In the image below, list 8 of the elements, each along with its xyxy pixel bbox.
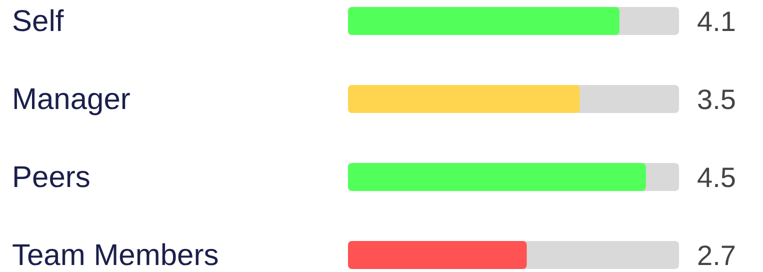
data-label: 3.5 bbox=[697, 84, 736, 115]
data-label: 4.5 bbox=[697, 162, 736, 193]
y-tick-label: Self bbox=[12, 5, 64, 38]
data-label: 2.7 bbox=[697, 240, 736, 271]
y-tick-label: Peers bbox=[12, 161, 90, 194]
y-tick-label: Team Members bbox=[12, 239, 219, 272]
data-label: 4.1 bbox=[697, 6, 736, 37]
y-tick-label: Manager bbox=[12, 83, 130, 116]
